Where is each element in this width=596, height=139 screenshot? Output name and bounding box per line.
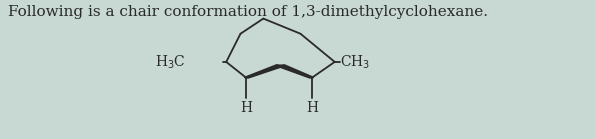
Polygon shape (244, 65, 284, 78)
Text: H$_3$C: H$_3$C (155, 53, 185, 71)
Polygon shape (277, 65, 314, 78)
Text: H: H (306, 101, 318, 115)
Text: Following is a chair conformation of 1,3-dimethylcyclohexane.: Following is a chair conformation of 1,3… (8, 5, 488, 19)
Text: H: H (240, 101, 252, 115)
Text: CH$_3$: CH$_3$ (340, 53, 371, 71)
